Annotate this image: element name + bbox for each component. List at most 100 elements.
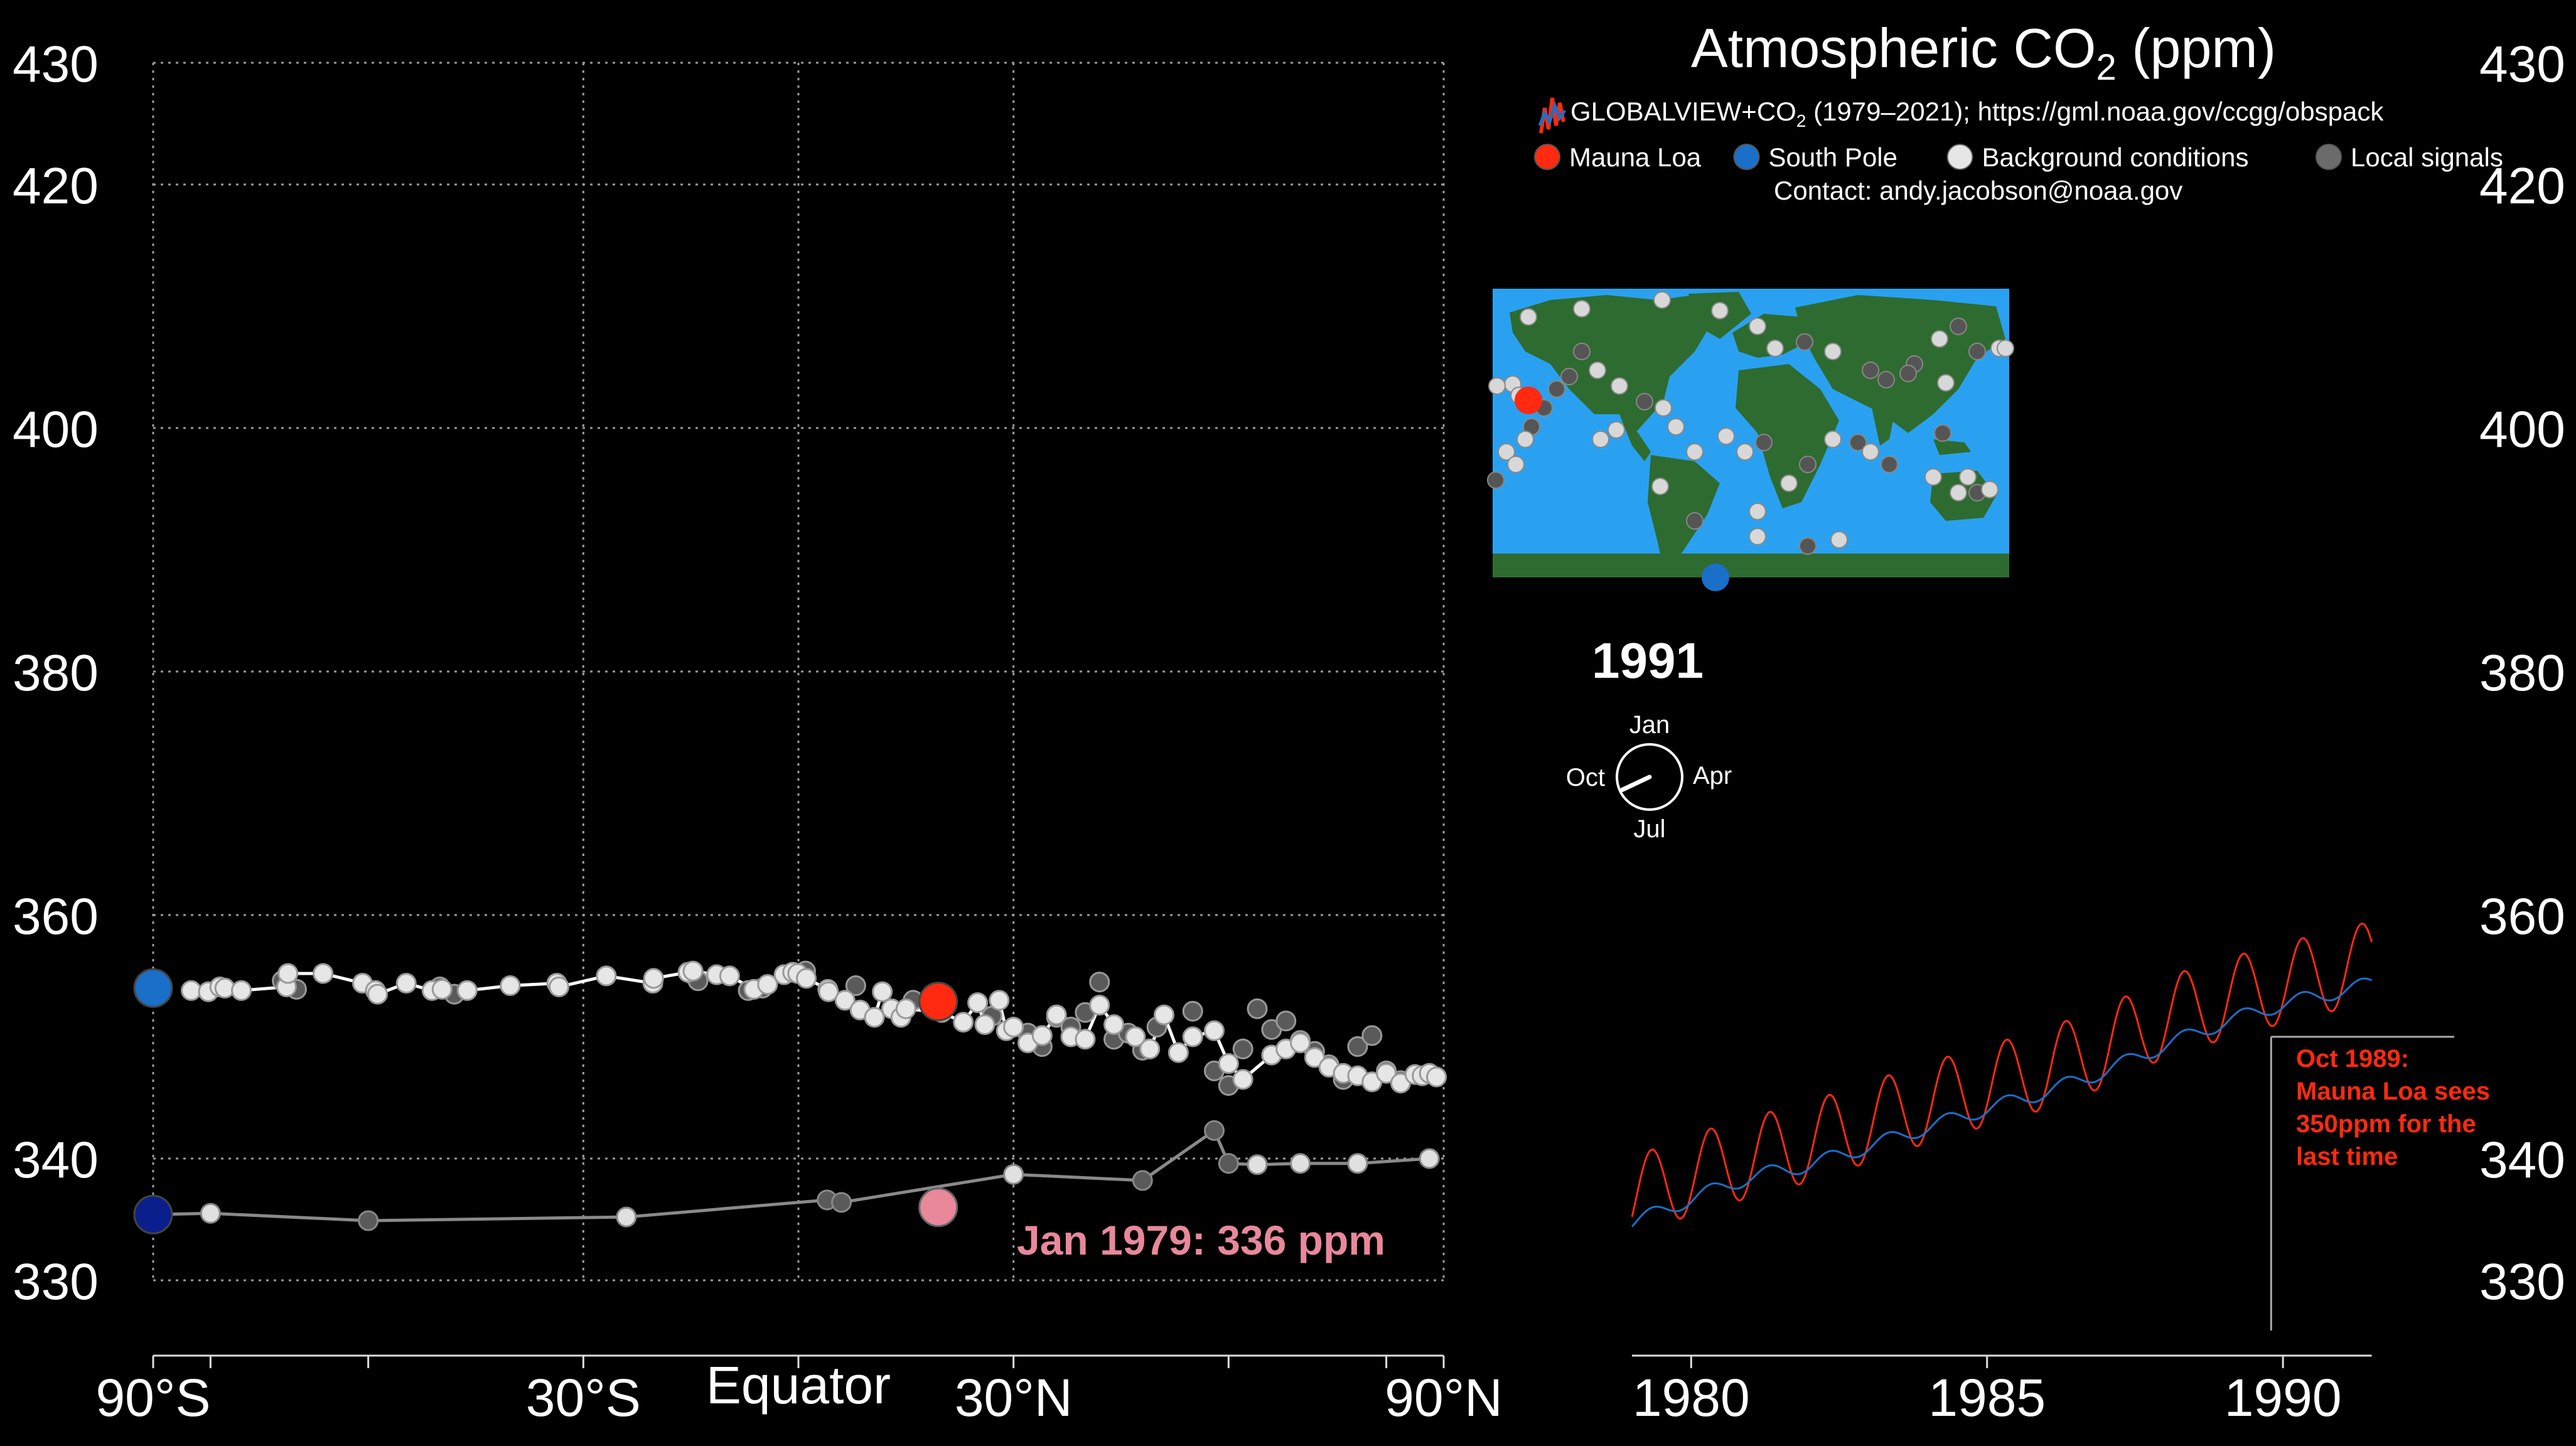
- map-land: [1493, 292, 2009, 577]
- series-line-mauna-loa: [1631, 923, 2373, 1220]
- source-suffix: (1979–2021); https://gml.noaa.gov/ccgg/o…: [1806, 97, 2384, 126]
- point-local-34: [1347, 1036, 1368, 1058]
- legend-label-3: Local signals: [2351, 142, 2503, 172]
- point-local-27: [1247, 998, 1268, 1019]
- map-station-51: [1899, 365, 1917, 382]
- map-station-47: [1799, 537, 1817, 555]
- map-station-10: [1937, 374, 1955, 392]
- y-tick-label-right-4: 400: [2479, 401, 2565, 458]
- point-1979-8: [1203, 1120, 1225, 1141]
- point-1979-12: [1347, 1153, 1368, 1174]
- point-background-75: [1426, 1066, 1447, 1088]
- point-background-35: [864, 1007, 885, 1028]
- y-tick-label-right-5: 420: [2479, 158, 2565, 215]
- year-display: 1991: [1592, 633, 1704, 688]
- y-tick-label-left-6: 430: [13, 36, 99, 93]
- point-background-20: [643, 968, 664, 989]
- title-block: Atmospheric CO2 (ppm) GLOBALVIEW+CO2 (19…: [1534, 17, 2503, 205]
- point-background-52: [1089, 995, 1110, 1016]
- point-1979-6: [1003, 1164, 1024, 1185]
- map-station-2: [1653, 291, 1671, 309]
- point-background-44: [989, 990, 1010, 1011]
- point-south-pole: [133, 968, 173, 1008]
- latitude-x-axis: 90°S 30°S Equator 30°N 90°N: [95, 1354, 1503, 1427]
- world-map-icon: [1487, 289, 2014, 591]
- point-background-42: [967, 992, 989, 1014]
- point-background-70: [1376, 1063, 1397, 1084]
- map-station-24: [1611, 377, 1628, 395]
- map-station-43: [1487, 471, 1505, 489]
- map-station-31: [1755, 434, 1773, 451]
- y-tick-label-left-4: 400: [13, 401, 99, 458]
- point-background-56: [1154, 1004, 1175, 1026]
- point-background-57: [1167, 1042, 1189, 1063]
- point-background-61: [1232, 1069, 1253, 1090]
- point-background-0: [181, 980, 202, 1001]
- map-station-18: [1516, 431, 1534, 448]
- mauna-loa-marker: [1515, 387, 1542, 414]
- y-tick-label-left-2: 360: [13, 888, 99, 945]
- map-station-52: [1931, 330, 1948, 348]
- map-station-53: [1950, 318, 1967, 335]
- right-y-axis: 330 340 360 380 400 420 430: [2479, 36, 2565, 1310]
- map-station-33: [1799, 456, 1817, 473]
- clock-label-jul: Jul: [1633, 815, 1665, 843]
- month-clock: Jan Apr Jul Oct: [1566, 711, 1732, 843]
- legend-label-1: South Pole: [1769, 142, 1898, 172]
- legend-marker-1: [1733, 144, 1760, 170]
- y-tick-label-right-2: 360: [2479, 888, 2565, 945]
- y-tick-label-left-1: 340: [13, 1132, 99, 1189]
- y-tick-label-right-1: 340: [2479, 1132, 2565, 1189]
- map-station-35: [1849, 434, 1867, 451]
- point-1979-10: [1247, 1154, 1268, 1176]
- clock-hand: [1620, 774, 1652, 792]
- legend-marker-2: [1946, 144, 1973, 170]
- point-background-36: [872, 981, 893, 1002]
- series-line-south-pole: [1631, 977, 2373, 1228]
- map-station-16: [1498, 443, 1515, 461]
- clock-label-apr: Apr: [1693, 762, 1732, 790]
- point-background-48: [1031, 1025, 1053, 1046]
- annotation-line-1: Mauna Loa sees: [2296, 1078, 2490, 1105]
- point-1979-11: [1290, 1153, 1311, 1174]
- point-background-55: [1139, 1038, 1161, 1059]
- map-station-44: [1651, 478, 1669, 495]
- map-station-6: [1796, 333, 1813, 351]
- point-background-58: [1182, 1026, 1203, 1047]
- x-tick-label-3: 30°N: [955, 1368, 1073, 1427]
- point-background-54: [1125, 1026, 1146, 1047]
- map-station-50: [1877, 371, 1895, 388]
- time-x-axis: 1980 1985 1990: [1632, 1354, 2372, 1427]
- point-background-26: [757, 974, 778, 995]
- title-subscript: 2: [2096, 47, 2117, 88]
- y-tick-label-left-3: 380: [13, 645, 99, 702]
- map-station-29: [1717, 427, 1735, 445]
- title-main: Atmospheric CO: [1691, 17, 2096, 79]
- point-background-17: [548, 976, 569, 997]
- map-station-17: [1507, 456, 1525, 473]
- chart-title: Atmospheric CO2 (ppm): [1691, 17, 2276, 88]
- point-local-23: [1182, 1000, 1203, 1022]
- point-background-6: [277, 963, 299, 984]
- map-station-5: [1766, 340, 1784, 357]
- map-station-21: [1560, 368, 1578, 385]
- map-station-40: [1981, 481, 1999, 498]
- map-station-27: [1667, 418, 1685, 436]
- point-background-59: [1203, 1020, 1225, 1041]
- point-1979-9: [1218, 1153, 1239, 1174]
- map-station-36: [1881, 456, 1898, 473]
- x-tick-label-4: 90°N: [1385, 1368, 1503, 1427]
- point-1979-2: [358, 1210, 379, 1231]
- map-station-4: [1749, 318, 1766, 335]
- point-mauna-loa: [918, 982, 958, 1022]
- map-station-38: [1950, 484, 1967, 501]
- map-station-46: [1749, 528, 1766, 545]
- point-background-49: [1046, 1004, 1067, 1026]
- annotation-line-2: 350ppm for the: [2296, 1110, 2476, 1138]
- source-line: GLOBALVIEW+CO2 (1979–2021); https://gml.…: [1570, 97, 2384, 131]
- annotation-oct-1989: Oct 1989: Mauna Loa sees 350ppm for the las…: [2270, 1036, 2490, 1331]
- point-background-11: [395, 973, 417, 994]
- legend-marker-0: [1534, 144, 1560, 170]
- line-jan-1979: [153, 1128, 1430, 1223]
